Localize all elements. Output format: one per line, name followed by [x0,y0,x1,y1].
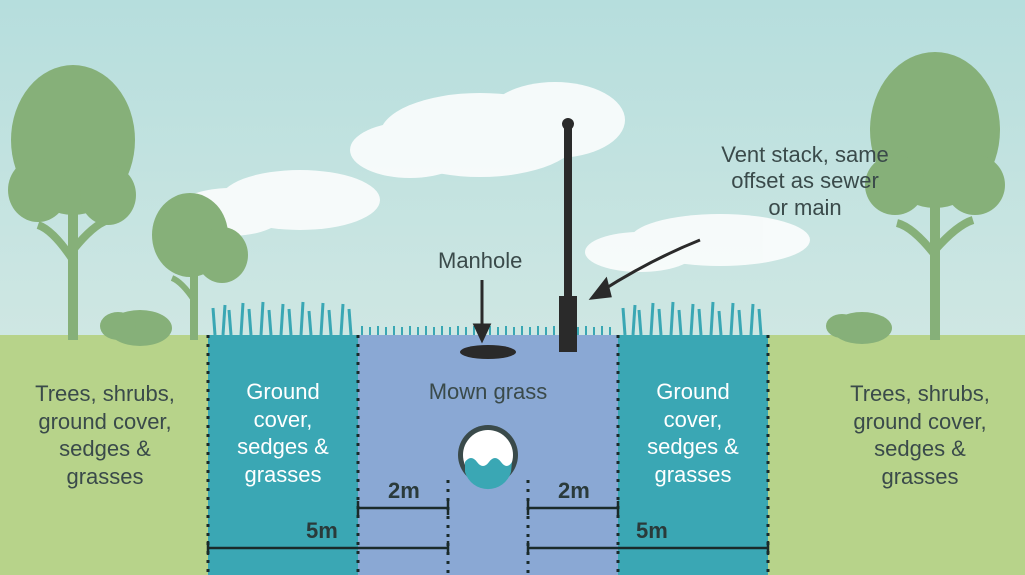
label-groundcover-left: Groundcover,sedges &grasses [214,378,352,488]
label-2m-right: 2m [558,478,590,504]
label-manhole: Manhole [438,248,522,274]
label-mown: Mown grass [400,378,576,406]
label-5m-right: 5m [636,518,668,544]
label-trees-left: Trees, shrubs,ground cover,sedges &grass… [10,380,200,490]
label-groundcover-right: Groundcover,sedges &grasses [624,378,762,488]
label-5m-left: 5m [306,518,338,544]
label-trees-right: Trees, shrubs,ground cover,sedges &grass… [820,380,1020,490]
sewer-offset-diagram: Trees, shrubs,ground cover,sedges &grass… [0,0,1025,575]
label-2m-left: 2m [388,478,420,504]
label-vent: Vent stack, sameoffset as seweror main [700,142,910,221]
manhole-icon [460,345,516,359]
